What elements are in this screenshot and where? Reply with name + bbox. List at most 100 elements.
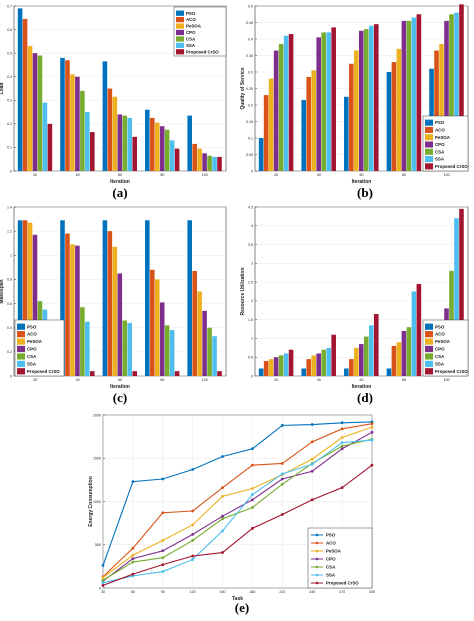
- x-tick-label: 100: [444, 378, 450, 382]
- y-tick-label: 1.4: [7, 205, 12, 209]
- y-tick-label: 1.2: [7, 229, 12, 233]
- x-tick-label: 210: [279, 590, 285, 594]
- bar: [65, 60, 70, 171]
- data-point: [340, 447, 344, 451]
- bar: [273, 50, 279, 171]
- legend-label: CSA: [435, 354, 445, 359]
- bar: [47, 123, 53, 171]
- bar: [401, 20, 407, 171]
- data-point: [370, 430, 374, 434]
- bar: [159, 302, 165, 376]
- bar: [217, 156, 222, 171]
- data-point: [280, 513, 284, 516]
- x-tick-label: 30: [101, 590, 105, 594]
- bar: [32, 53, 38, 172]
- bar: [368, 325, 374, 376]
- legend-marker: [315, 549, 319, 553]
- y-tick-label: 0: [10, 169, 12, 173]
- y-tick-label: 1500: [93, 457, 101, 461]
- bar: [326, 347, 331, 376]
- x-tick-label: 100: [444, 173, 450, 177]
- bar: [27, 46, 33, 172]
- legend-swatch: [17, 338, 25, 345]
- data-point: [191, 539, 195, 542]
- panel-label: (e): [235, 600, 249, 615]
- y-tick-label: 2.5: [248, 280, 253, 284]
- y-axis-label: Quality of Service: [240, 67, 246, 109]
- bar: [434, 50, 439, 171]
- bar: [306, 76, 312, 171]
- legend-marker: [315, 565, 319, 569]
- legend-swatch: [425, 323, 433, 330]
- data-point: [251, 526, 254, 530]
- legend-marker: [315, 557, 319, 561]
- x-axis-label: Iteration: [352, 179, 372, 185]
- legend-label: PeSOA: [435, 339, 451, 344]
- data-point: [340, 441, 344, 445]
- series-line: [102, 423, 373, 578]
- bar: [149, 269, 155, 376]
- y-tick-label: 4.5: [248, 205, 253, 209]
- bar: [202, 153, 207, 171]
- data-point: [370, 438, 374, 442]
- bar: [454, 12, 459, 171]
- bar: [207, 155, 212, 171]
- bar: [65, 233, 70, 376]
- chart-panel-5: 0 500 1000 1500 2000 Energy Consumption 30 60 90…: [88, 413, 375, 615]
- bar: [169, 140, 175, 171]
- y-tick-label: 0: [251, 169, 253, 173]
- panel-label: (c): [113, 390, 127, 405]
- legend-label: ACO: [326, 541, 336, 546]
- bar: [444, 20, 449, 171]
- bar: [373, 24, 379, 172]
- legend-swatch: [425, 368, 433, 375]
- legend-label: SSA: [326, 573, 336, 578]
- legend-label: CSA: [27, 354, 37, 359]
- bar: [22, 18, 28, 172]
- legend-marker: [315, 573, 319, 577]
- legend-swatch: [176, 10, 184, 16]
- bar: [359, 344, 364, 376]
- data-point: [131, 572, 135, 576]
- bar: [301, 368, 307, 376]
- data-point: [340, 436, 344, 439]
- bar: [154, 122, 160, 171]
- bar: [122, 115, 128, 171]
- x-tick-label: 90: [161, 590, 165, 594]
- data-point: [191, 468, 195, 471]
- legend-swatch: [17, 353, 25, 360]
- x-tick-label: 80: [160, 378, 164, 382]
- chart-panel-1: 0 0.1 0.2 0.3 0.4 0.5 0.6 0.7 Load 20 40 60 80 100 Ite…: [0, 4, 227, 200]
- legend-label: PeSOA: [186, 24, 202, 29]
- data-point: [310, 457, 314, 461]
- bar: [60, 220, 65, 376]
- x-tick-label: 60: [360, 378, 364, 382]
- y-tick-label: 0.15: [246, 120, 253, 124]
- x-tick-label: 40: [317, 173, 321, 177]
- legend-swatch: [176, 29, 184, 36]
- bar: [258, 138, 264, 171]
- bar: [207, 327, 212, 376]
- bar: [283, 353, 289, 376]
- bar: [112, 96, 118, 171]
- legend-swatch: [176, 42, 184, 48]
- legend-label: Proposed CrSO: [435, 164, 468, 169]
- bar: [132, 371, 137, 376]
- data-point: [191, 554, 195, 558]
- bar: [316, 37, 321, 171]
- y-tick-label: 0.1: [248, 136, 253, 140]
- bar: [169, 330, 175, 376]
- legend-label: CPO: [27, 347, 37, 352]
- bar: [326, 32, 331, 172]
- data-point: [251, 463, 254, 467]
- legend-box: [307, 527, 373, 589]
- bar: [27, 222, 33, 376]
- data-point: [221, 455, 224, 458]
- data-point: [280, 462, 284, 465]
- legend-swatch: [17, 331, 25, 338]
- legend-label: PeSOA: [326, 549, 342, 554]
- legend-label: PSO: [435, 324, 445, 329]
- series-line: [102, 464, 373, 586]
- x-tick-label: 40: [317, 378, 321, 382]
- bar: [192, 270, 197, 376]
